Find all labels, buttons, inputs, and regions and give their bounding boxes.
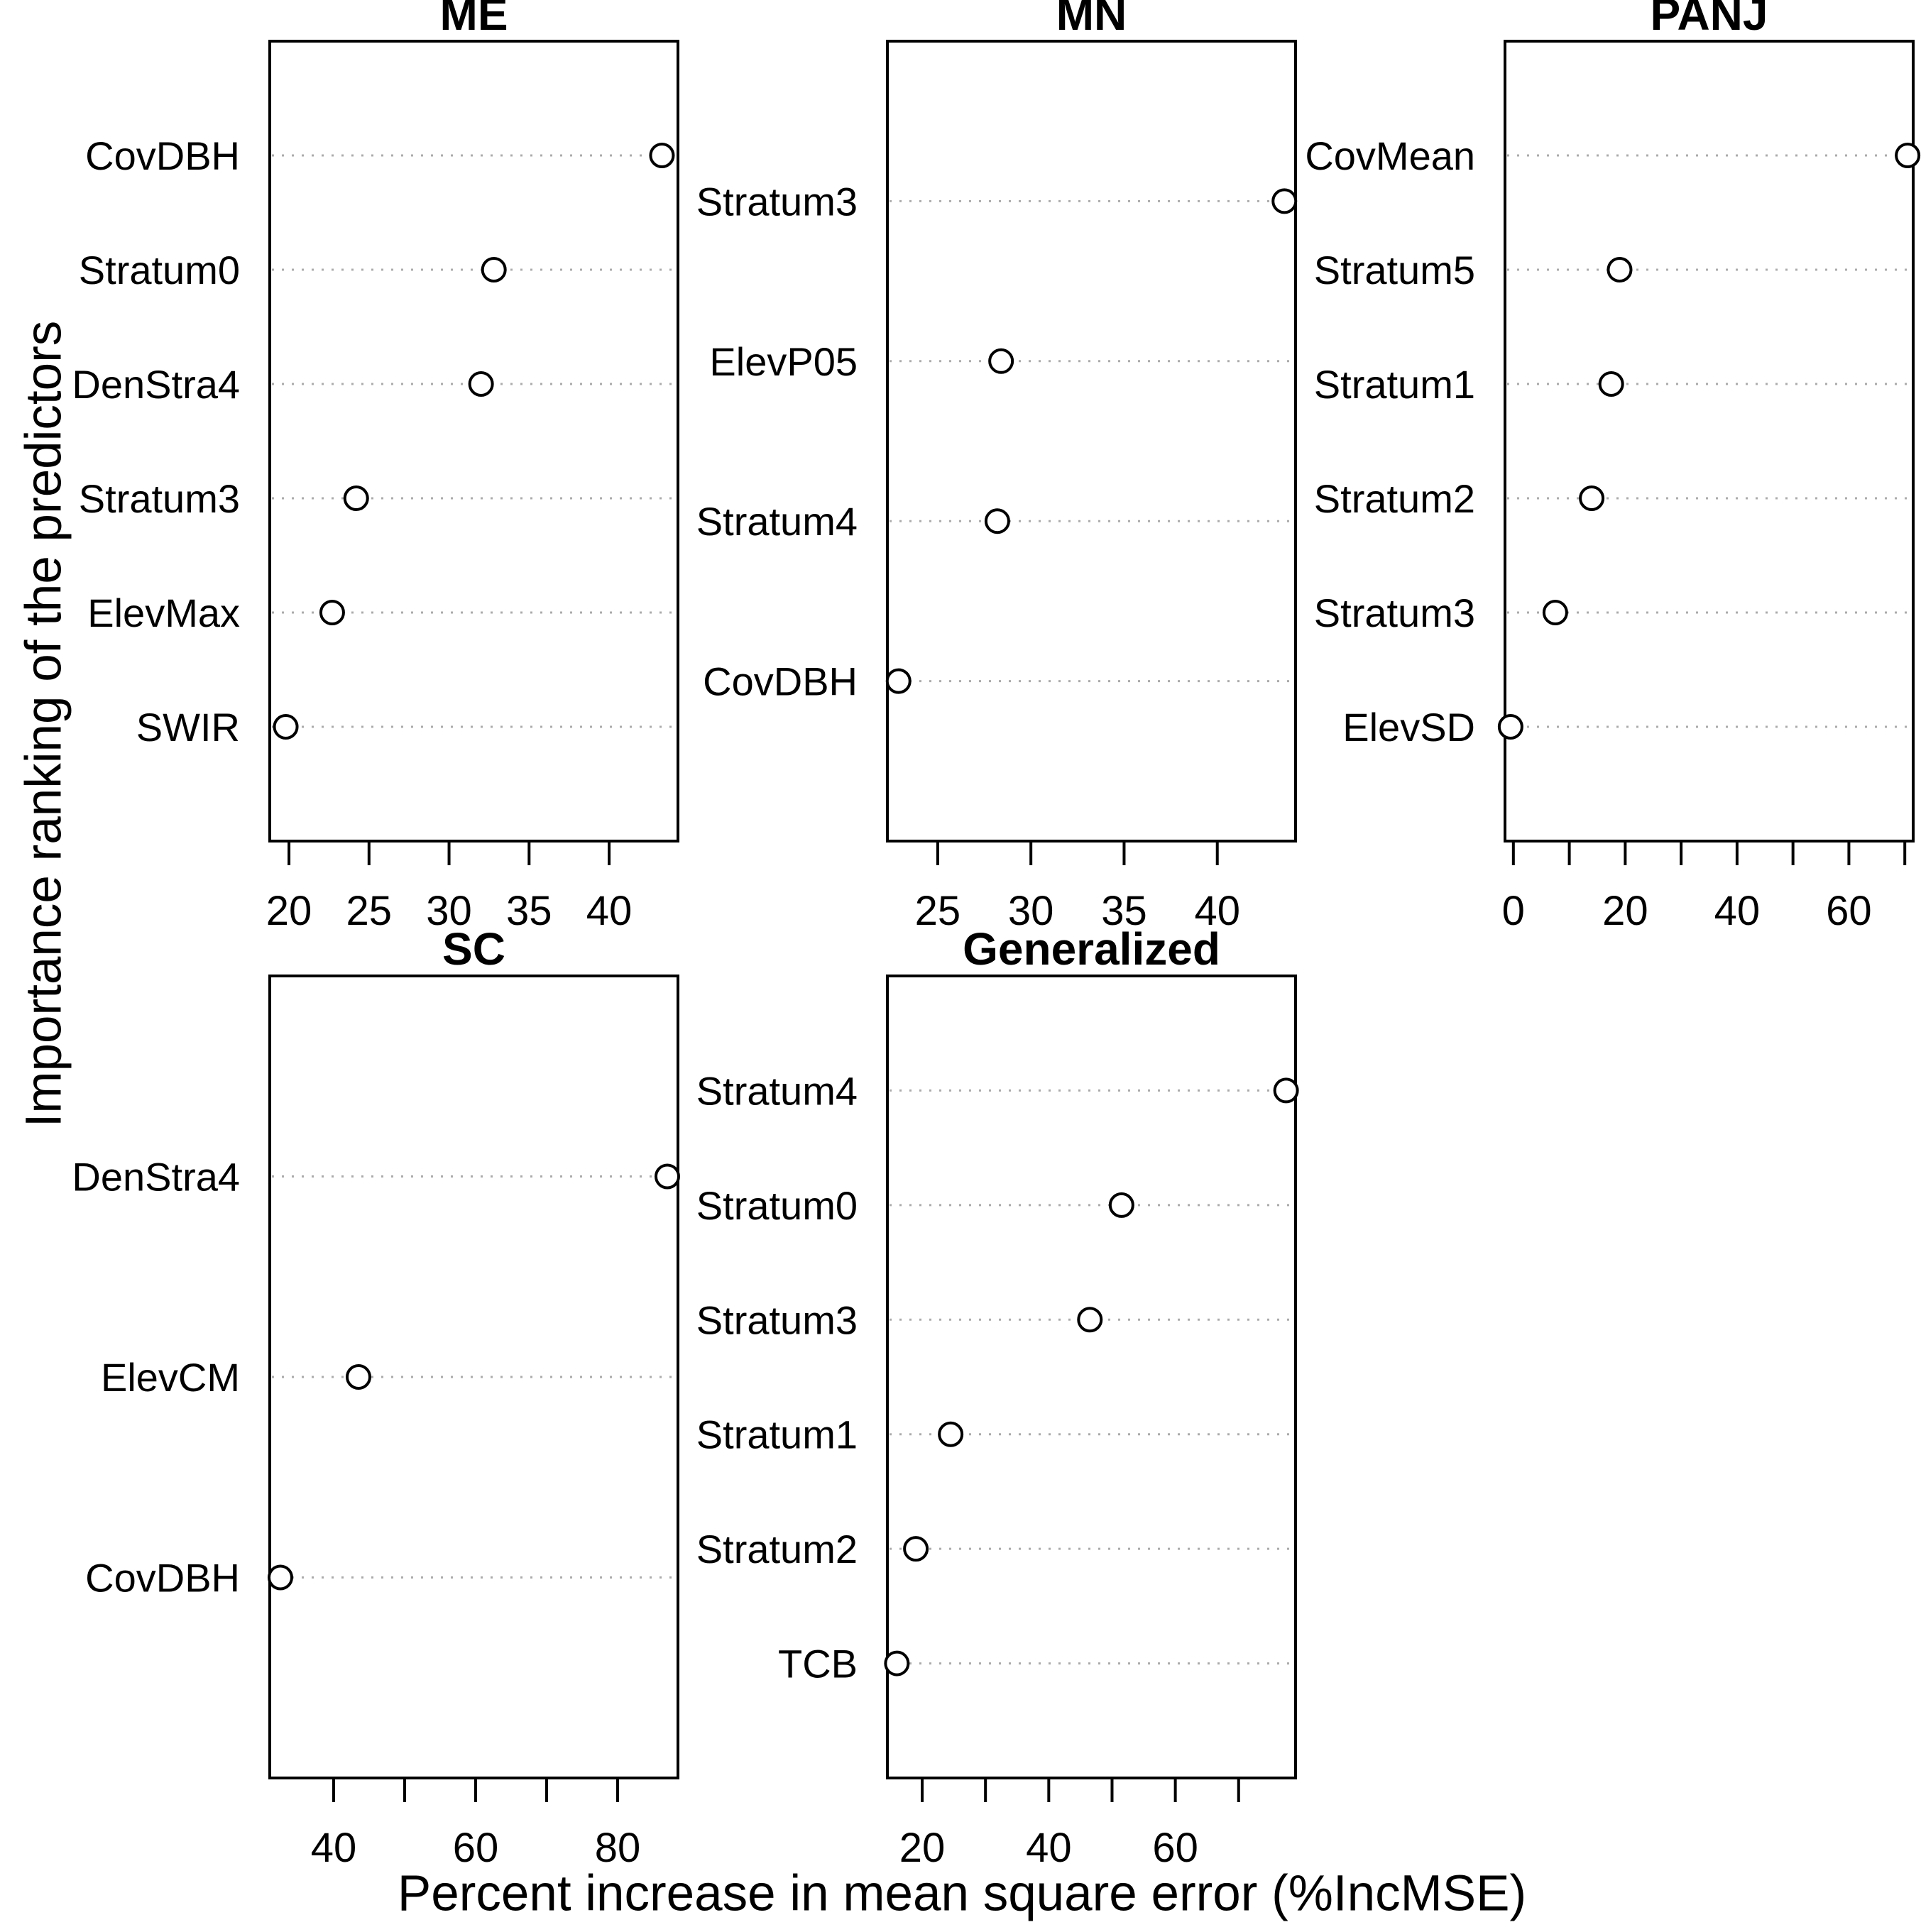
tick-label: 60 (453, 1825, 499, 1871)
category-label: CovDBH (85, 1556, 240, 1601)
tick-label: 40 (586, 888, 633, 934)
category-label: Stratum1 (1314, 362, 1475, 407)
category-label: CovDBH (85, 133, 240, 178)
tick-label: 20 (1602, 888, 1648, 934)
category-label: Stratum2 (1314, 476, 1475, 521)
tick-label: 20 (266, 888, 312, 934)
category-label: Stratum3 (79, 476, 240, 521)
data-point (1273, 1077, 1299, 1104)
plot-box (268, 975, 679, 1779)
tick-label: 35 (1101, 888, 1147, 934)
data-point (343, 485, 369, 511)
data-point (1579, 485, 1605, 511)
y-axis-label: Importance ranking of the predictors (16, 320, 72, 1128)
category-label: DenStra4 (72, 362, 240, 407)
tick-label: 30 (426, 888, 472, 934)
category-label: ElevMax (87, 591, 240, 635)
category-label: ElevP05 (709, 339, 858, 384)
tick-label: 40 (311, 1825, 357, 1871)
category-label: Stratum3 (1314, 591, 1475, 635)
tick-label: 80 (595, 1825, 641, 1871)
tick-label: 60 (1152, 1825, 1198, 1871)
data-point (1077, 1307, 1103, 1333)
data-point (1598, 371, 1624, 397)
category-label: Stratum0 (79, 248, 240, 292)
plot-box (1504, 40, 1915, 842)
data-point (1108, 1192, 1134, 1218)
category-label: ElevSD (1342, 705, 1475, 750)
category-label: ElevCM (101, 1355, 240, 1400)
data-point (649, 143, 675, 168)
category-label: CovDBH (703, 659, 858, 704)
category-label: Stratum3 (696, 179, 858, 224)
tick-label: 60 (1826, 888, 1872, 934)
category-label: CovMean (1305, 133, 1475, 178)
tick-label: 35 (506, 888, 552, 934)
category-label: DenStra4 (72, 1155, 240, 1200)
data-point (1542, 600, 1568, 625)
plot-box (886, 40, 1297, 842)
data-point (273, 714, 299, 740)
panel-title: PANJ (1651, 0, 1768, 40)
category-label: Stratum4 (696, 499, 858, 544)
data-point (1271, 188, 1298, 214)
category-label: Stratum1 (696, 1412, 858, 1457)
data-point (988, 348, 1014, 374)
tick-label: 30 (1008, 888, 1054, 934)
plot-box (268, 40, 679, 842)
panel-title: ME (440, 0, 508, 40)
data-point (268, 1564, 293, 1591)
data-point (984, 508, 1010, 534)
category-label: Stratum4 (696, 1068, 858, 1113)
category-label: Stratum2 (696, 1527, 858, 1571)
data-point (885, 668, 912, 694)
data-point (468, 371, 494, 397)
data-point (903, 1536, 929, 1562)
tick-label: 20 (899, 1825, 946, 1871)
data-point (319, 600, 345, 625)
data-point (1895, 143, 1921, 168)
plot-box (886, 975, 1297, 1779)
data-point (481, 257, 507, 282)
data-point (346, 1364, 371, 1390)
data-point (884, 1650, 910, 1676)
panel-title: SC (442, 923, 505, 975)
data-point (655, 1163, 680, 1190)
category-label: SWIR (136, 705, 240, 750)
category-label: Stratum0 (696, 1183, 858, 1228)
tick-label: 25 (346, 888, 393, 934)
category-label: Stratum5 (1314, 248, 1475, 292)
category-label: TCB (778, 1642, 858, 1686)
tick-label: 40 (1194, 888, 1240, 934)
data-point (1497, 714, 1523, 740)
tick-label: 40 (1714, 888, 1761, 934)
data-point (1607, 257, 1633, 282)
panel-title: Generalized (963, 923, 1220, 975)
data-point (938, 1421, 964, 1447)
tick-label: 40 (1026, 1825, 1072, 1871)
x-axis-label: Percent increase in mean square error (%… (397, 1865, 1527, 1922)
category-label: Stratum3 (696, 1297, 858, 1342)
tick-label: 0 (1502, 888, 1525, 934)
panel-title: MN (1056, 0, 1127, 40)
tick-label: 25 (915, 888, 961, 934)
